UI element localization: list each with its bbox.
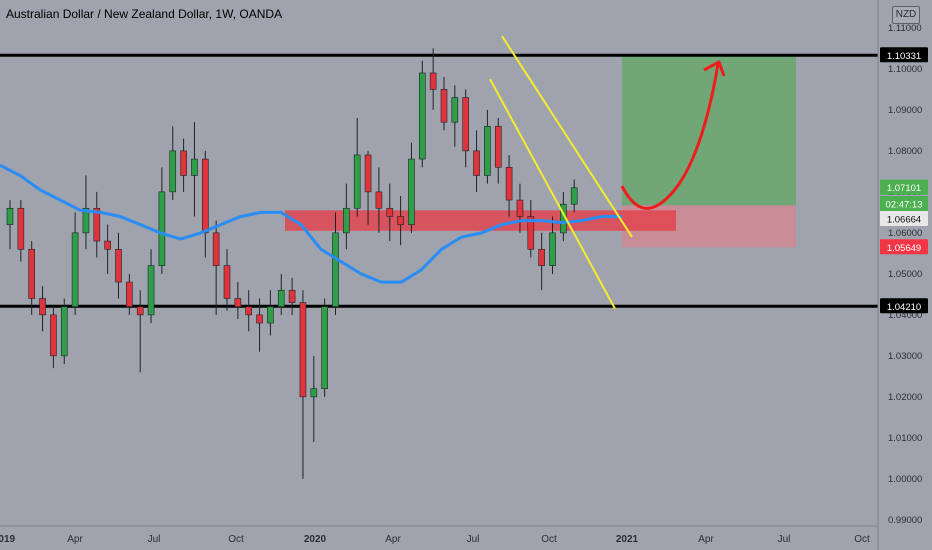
candle-body — [310, 388, 318, 398]
candle-body — [191, 158, 198, 176]
candle-body — [527, 216, 535, 250]
x-tick-label: Oct — [854, 534, 870, 545]
candle-body — [223, 265, 231, 299]
x-tick-label: Jul — [778, 534, 791, 545]
candle-body — [6, 207, 14, 225]
price-label: 02:47:13 — [886, 200, 923, 211]
price-label-box — [880, 239, 928, 255]
y-tick-label: 1.09000 — [888, 105, 922, 116]
candle-body — [353, 154, 361, 209]
candle-body — [158, 191, 166, 266]
candle-body — [343, 207, 350, 234]
x-tick-label: Apr — [385, 534, 401, 545]
candle-body — [549, 232, 556, 266]
candle-body — [375, 191, 383, 209]
price-label-box — [880, 47, 928, 63]
price-label: 1.10331 — [887, 51, 921, 62]
candle-body — [202, 158, 209, 234]
candle-body — [277, 289, 285, 307]
channel-lower-line — [489, 78, 616, 310]
y-tick-label: 1.05000 — [888, 269, 922, 280]
candle-body — [494, 125, 502, 168]
candle-body — [82, 207, 90, 234]
x-tick-label: 2019 — [0, 534, 16, 545]
price-label: 1.04210 — [887, 302, 921, 313]
candle-body — [505, 166, 513, 201]
y-tick-label: 1.04000 — [888, 310, 922, 321]
candle-body — [484, 125, 491, 176]
candle-body — [234, 298, 242, 307]
price-label-box — [880, 298, 928, 314]
support-zone — [285, 210, 676, 231]
candle-body — [71, 232, 79, 307]
projection-curve — [620, 63, 720, 210]
y-tick-label: 1.10000 — [888, 64, 922, 75]
candle-body — [169, 150, 177, 193]
y-tick-label: 1.11000 — [888, 23, 922, 34]
x-tick-label: Apr — [67, 534, 83, 545]
moving-average-line — [0, 163, 622, 284]
candle-body — [386, 207, 394, 217]
y-tick-label: 1.06000 — [888, 228, 922, 239]
candle-body — [451, 97, 459, 123]
candle-body — [418, 72, 426, 160]
candle-body — [332, 232, 339, 307]
candle-body — [288, 289, 296, 303]
projection-arrowhead — [703, 60, 726, 77]
y-tick-label: 1.00000 — [888, 474, 922, 485]
x-tick-label: Jul — [148, 534, 161, 545]
candle-body — [473, 150, 480, 176]
candle-body — [364, 154, 372, 193]
candle-body — [462, 97, 470, 152]
candle-body — [440, 89, 448, 123]
price-label-box — [880, 196, 928, 211]
x-tick-label: Oct — [228, 534, 244, 545]
candle-body — [93, 207, 101, 242]
candle-body — [321, 306, 328, 389]
price-label: 1.06664 — [887, 215, 921, 226]
candle-body — [50, 314, 57, 357]
candle-body — [212, 232, 220, 266]
candle-body — [39, 298, 46, 316]
price-label-box — [880, 211, 928, 226]
candle-body — [17, 207, 25, 250]
currency-badge[interactable]: NZD — [892, 6, 920, 24]
candle-body — [267, 306, 274, 324]
y-tick-label: 1.01000 — [888, 433, 922, 444]
channel-upper-line — [501, 35, 633, 238]
candle-body — [299, 302, 307, 398]
chart-title: Australian Dollar / New Zealand Dollar, … — [6, 7, 283, 21]
y-tick-label: 0.99000 — [888, 515, 922, 526]
x-tick-label: Apr — [698, 534, 714, 545]
candle-body — [60, 306, 68, 357]
y-tick-label: 1.03000 — [888, 351, 922, 362]
x-tick-label: Jul — [467, 534, 480, 545]
candle-body — [180, 150, 187, 176]
candle-body — [538, 248, 545, 266]
candle-body — [429, 72, 437, 90]
candle-body — [136, 306, 144, 316]
y-tick-label: 1.08000 — [888, 146, 922, 157]
candle-body — [256, 314, 263, 324]
candle-body — [147, 265, 155, 316]
candle-body — [115, 248, 122, 283]
candle-body — [397, 216, 404, 225]
y-tick-label: 1.02000 — [888, 392, 922, 403]
x-tick-label: 2020 — [304, 534, 327, 545]
x-tick-label: 2021 — [616, 534, 639, 545]
target-zone — [622, 55, 796, 206]
candle-body — [570, 187, 578, 205]
price-label: 1.07101 — [887, 183, 921, 194]
price-label-box — [880, 179, 928, 195]
candle-body — [126, 281, 133, 307]
candle-body — [28, 248, 36, 299]
candle-body — [245, 306, 252, 316]
candle-body — [408, 158, 415, 225]
price-label: 1.05649 — [887, 243, 921, 254]
candle-body — [516, 199, 524, 217]
candle-body — [104, 240, 111, 250]
x-tick-label: Oct — [541, 534, 557, 545]
